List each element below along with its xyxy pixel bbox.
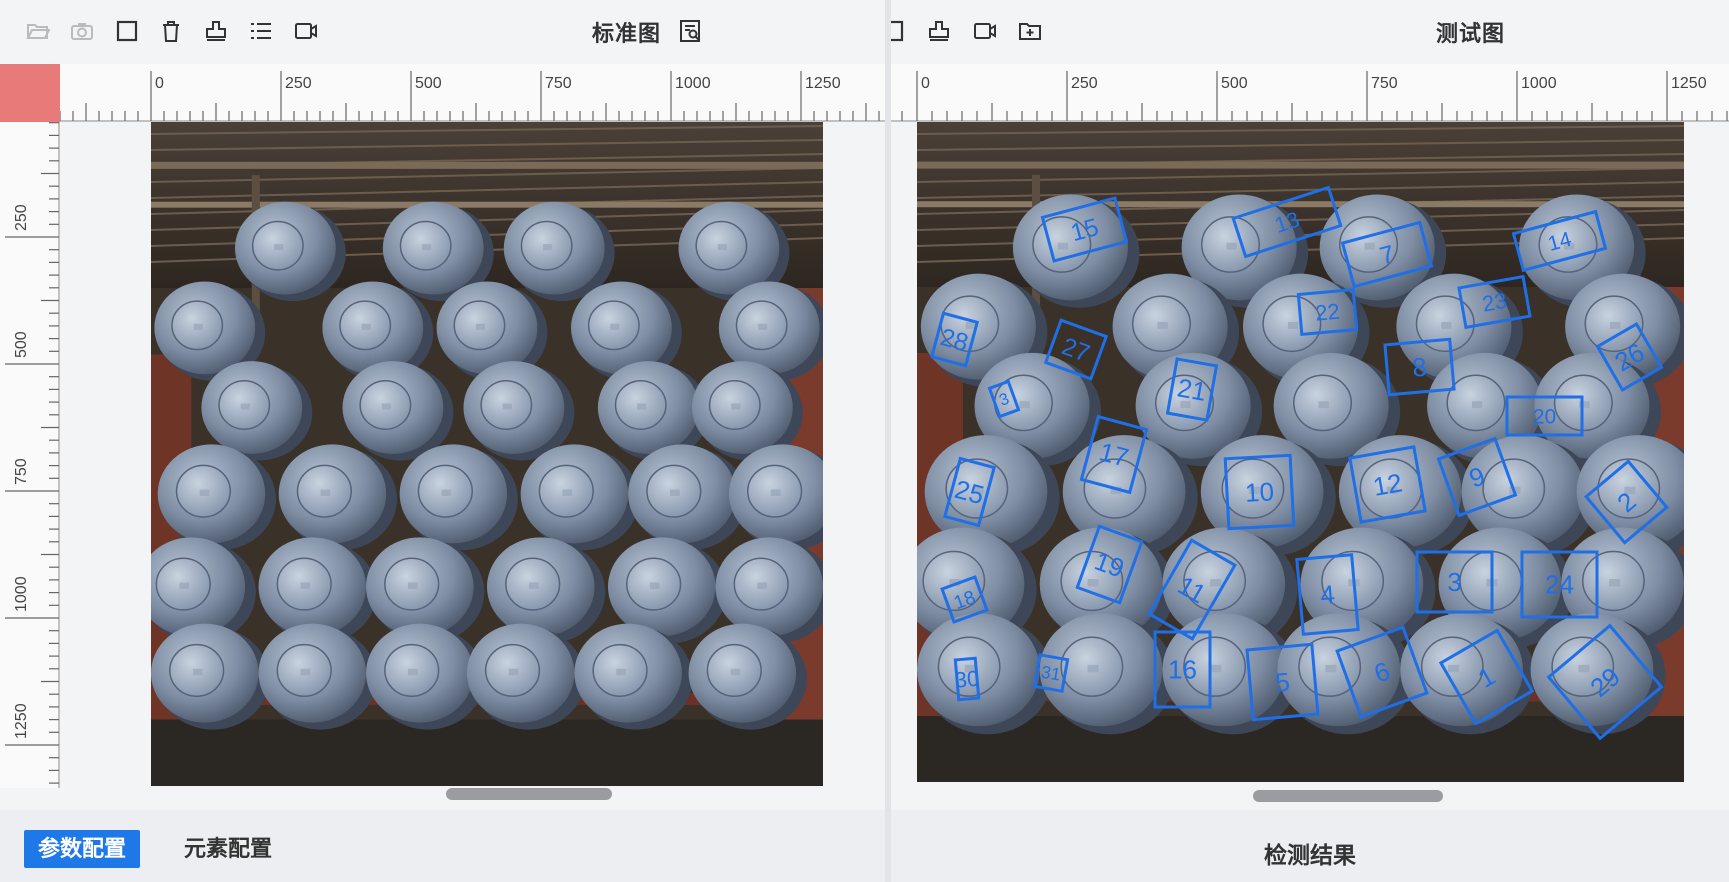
detection-box: 20 <box>1505 395 1584 437</box>
detection-box: 22 <box>1296 288 1359 336</box>
right-toolbar: 测试图 <box>891 0 1729 64</box>
detection-label: 31 <box>1040 662 1063 685</box>
ruler-tick-label: 750 <box>13 458 30 485</box>
pane-divider[interactable] <box>885 0 891 882</box>
detection-box: 7 <box>1340 220 1434 289</box>
ruler-tick-label: 1000 <box>675 75 711 92</box>
page-title: 标准图 <box>592 21 662 46</box>
vertical-ruler: 250 500 750 1000 1250 <box>0 122 60 788</box>
square-icon[interactable] <box>113 18 141 44</box>
list-icon[interactable] <box>247 18 275 44</box>
tab-parameter-config[interactable]: 参数配置 <box>24 830 141 868</box>
ruler-tick-label: 500 <box>13 331 30 358</box>
ruler-tick-label: 1250 <box>805 75 841 92</box>
folder-add-icon[interactable] <box>1016 18 1044 44</box>
ruler-tick-label: 250 <box>13 204 30 231</box>
detection-box: 16 <box>1153 630 1212 709</box>
detection-box: 5 <box>1245 642 1320 722</box>
ruler-corner <box>0 64 60 122</box>
horizontal-ruler: 0 250 500 750 1000 1250 <box>891 64 1729 122</box>
camera-icon[interactable] <box>68 18 96 44</box>
detection-box: 12 <box>1348 445 1427 524</box>
detection-box: 23 <box>1457 274 1532 330</box>
detection-box: 10 <box>1223 453 1296 531</box>
detection-label: 7 <box>1377 241 1397 271</box>
detection-label: 30 <box>954 666 981 693</box>
trash-icon[interactable] <box>157 18 185 44</box>
detection-results-title: 检测结果 <box>1264 842 1356 868</box>
search-document-icon[interactable] <box>677 18 705 44</box>
page-title: 测试图 <box>1436 21 1506 46</box>
stamp-icon[interactable] <box>202 18 230 44</box>
video-icon[interactable] <box>292 18 320 44</box>
detection-label: 23 <box>1480 288 1508 317</box>
horizontal-scrollbar[interactable] <box>1253 790 1443 802</box>
horizontal-scrollbar[interactable] <box>446 788 612 800</box>
standard-image[interactable] <box>151 122 823 786</box>
detection-label: 24 <box>1545 570 1574 600</box>
ruler-tick-label: 1000 <box>13 576 30 612</box>
detection-label: 8 <box>1411 352 1428 383</box>
ruler-tick-label: 0 <box>921 75 930 92</box>
detection-label: 16 <box>1168 655 1197 685</box>
ruler-tick-label: 750 <box>1371 75 1398 92</box>
config-tabs: 参数配置 元素配置 <box>0 810 885 882</box>
detection-box: 4 <box>1295 553 1360 636</box>
ruler-tick-label: 500 <box>415 75 442 92</box>
detection-label: 5 <box>1274 667 1291 698</box>
results-footer <box>891 810 1729 882</box>
ruler-tick-label: 500 <box>1221 75 1248 92</box>
ruler-tick-label: 250 <box>1071 75 1098 92</box>
detection-box: 31 <box>1032 653 1070 693</box>
ruler-tick-label: 1000 <box>1521 75 1557 92</box>
detection-label: 12 <box>1371 467 1405 502</box>
ruler-tick-label: 1250 <box>1671 75 1707 92</box>
test-image-panel: 测试图 0 250 500 750 1000 1250 15 13 7 14 28 27 22 23 26… <box>891 0 1729 882</box>
detection-label: 10 <box>1244 476 1274 507</box>
ruler-tick-label: 250 <box>285 75 312 92</box>
stamp-icon[interactable] <box>925 18 953 44</box>
detection-box: 3 <box>1415 550 1494 614</box>
detection-box: 30 <box>953 656 981 702</box>
standard-image-panel: 标准图 0 250 500 750 1000 1250 250 500 750 1000 1250… <box>0 0 885 882</box>
horizontal-ruler: 0 250 500 750 1000 1250 <box>59 64 885 122</box>
detection-box: 21 <box>1165 357 1219 422</box>
detection-label: 4 <box>1319 579 1336 610</box>
ruler-tick-label: 750 <box>545 75 572 92</box>
video-icon[interactable] <box>971 18 999 44</box>
left-toolbar: 标准图 <box>0 0 885 64</box>
detection-box: 24 <box>1520 550 1599 619</box>
detection-label: 22 <box>1314 299 1341 326</box>
ruler-tick-label: 1250 <box>13 703 30 739</box>
detection-label: 20 <box>1533 405 1556 428</box>
folder-open-icon[interactable] <box>24 18 52 44</box>
tab-element-config[interactable]: 元素配置 <box>184 836 273 861</box>
detection-label: 21 <box>1175 372 1209 407</box>
detection-box: 8 <box>1383 337 1456 397</box>
test-image[interactable]: 15 13 7 14 28 27 22 23 26 21 8 3 20 17 10 12 9 2 25 19 11 4 3 2… <box>917 122 1684 782</box>
square-icon[interactable] <box>891 18 907 44</box>
detection-label: 3 <box>1447 567 1461 597</box>
ruler-tick-label: 0 <box>155 75 164 92</box>
